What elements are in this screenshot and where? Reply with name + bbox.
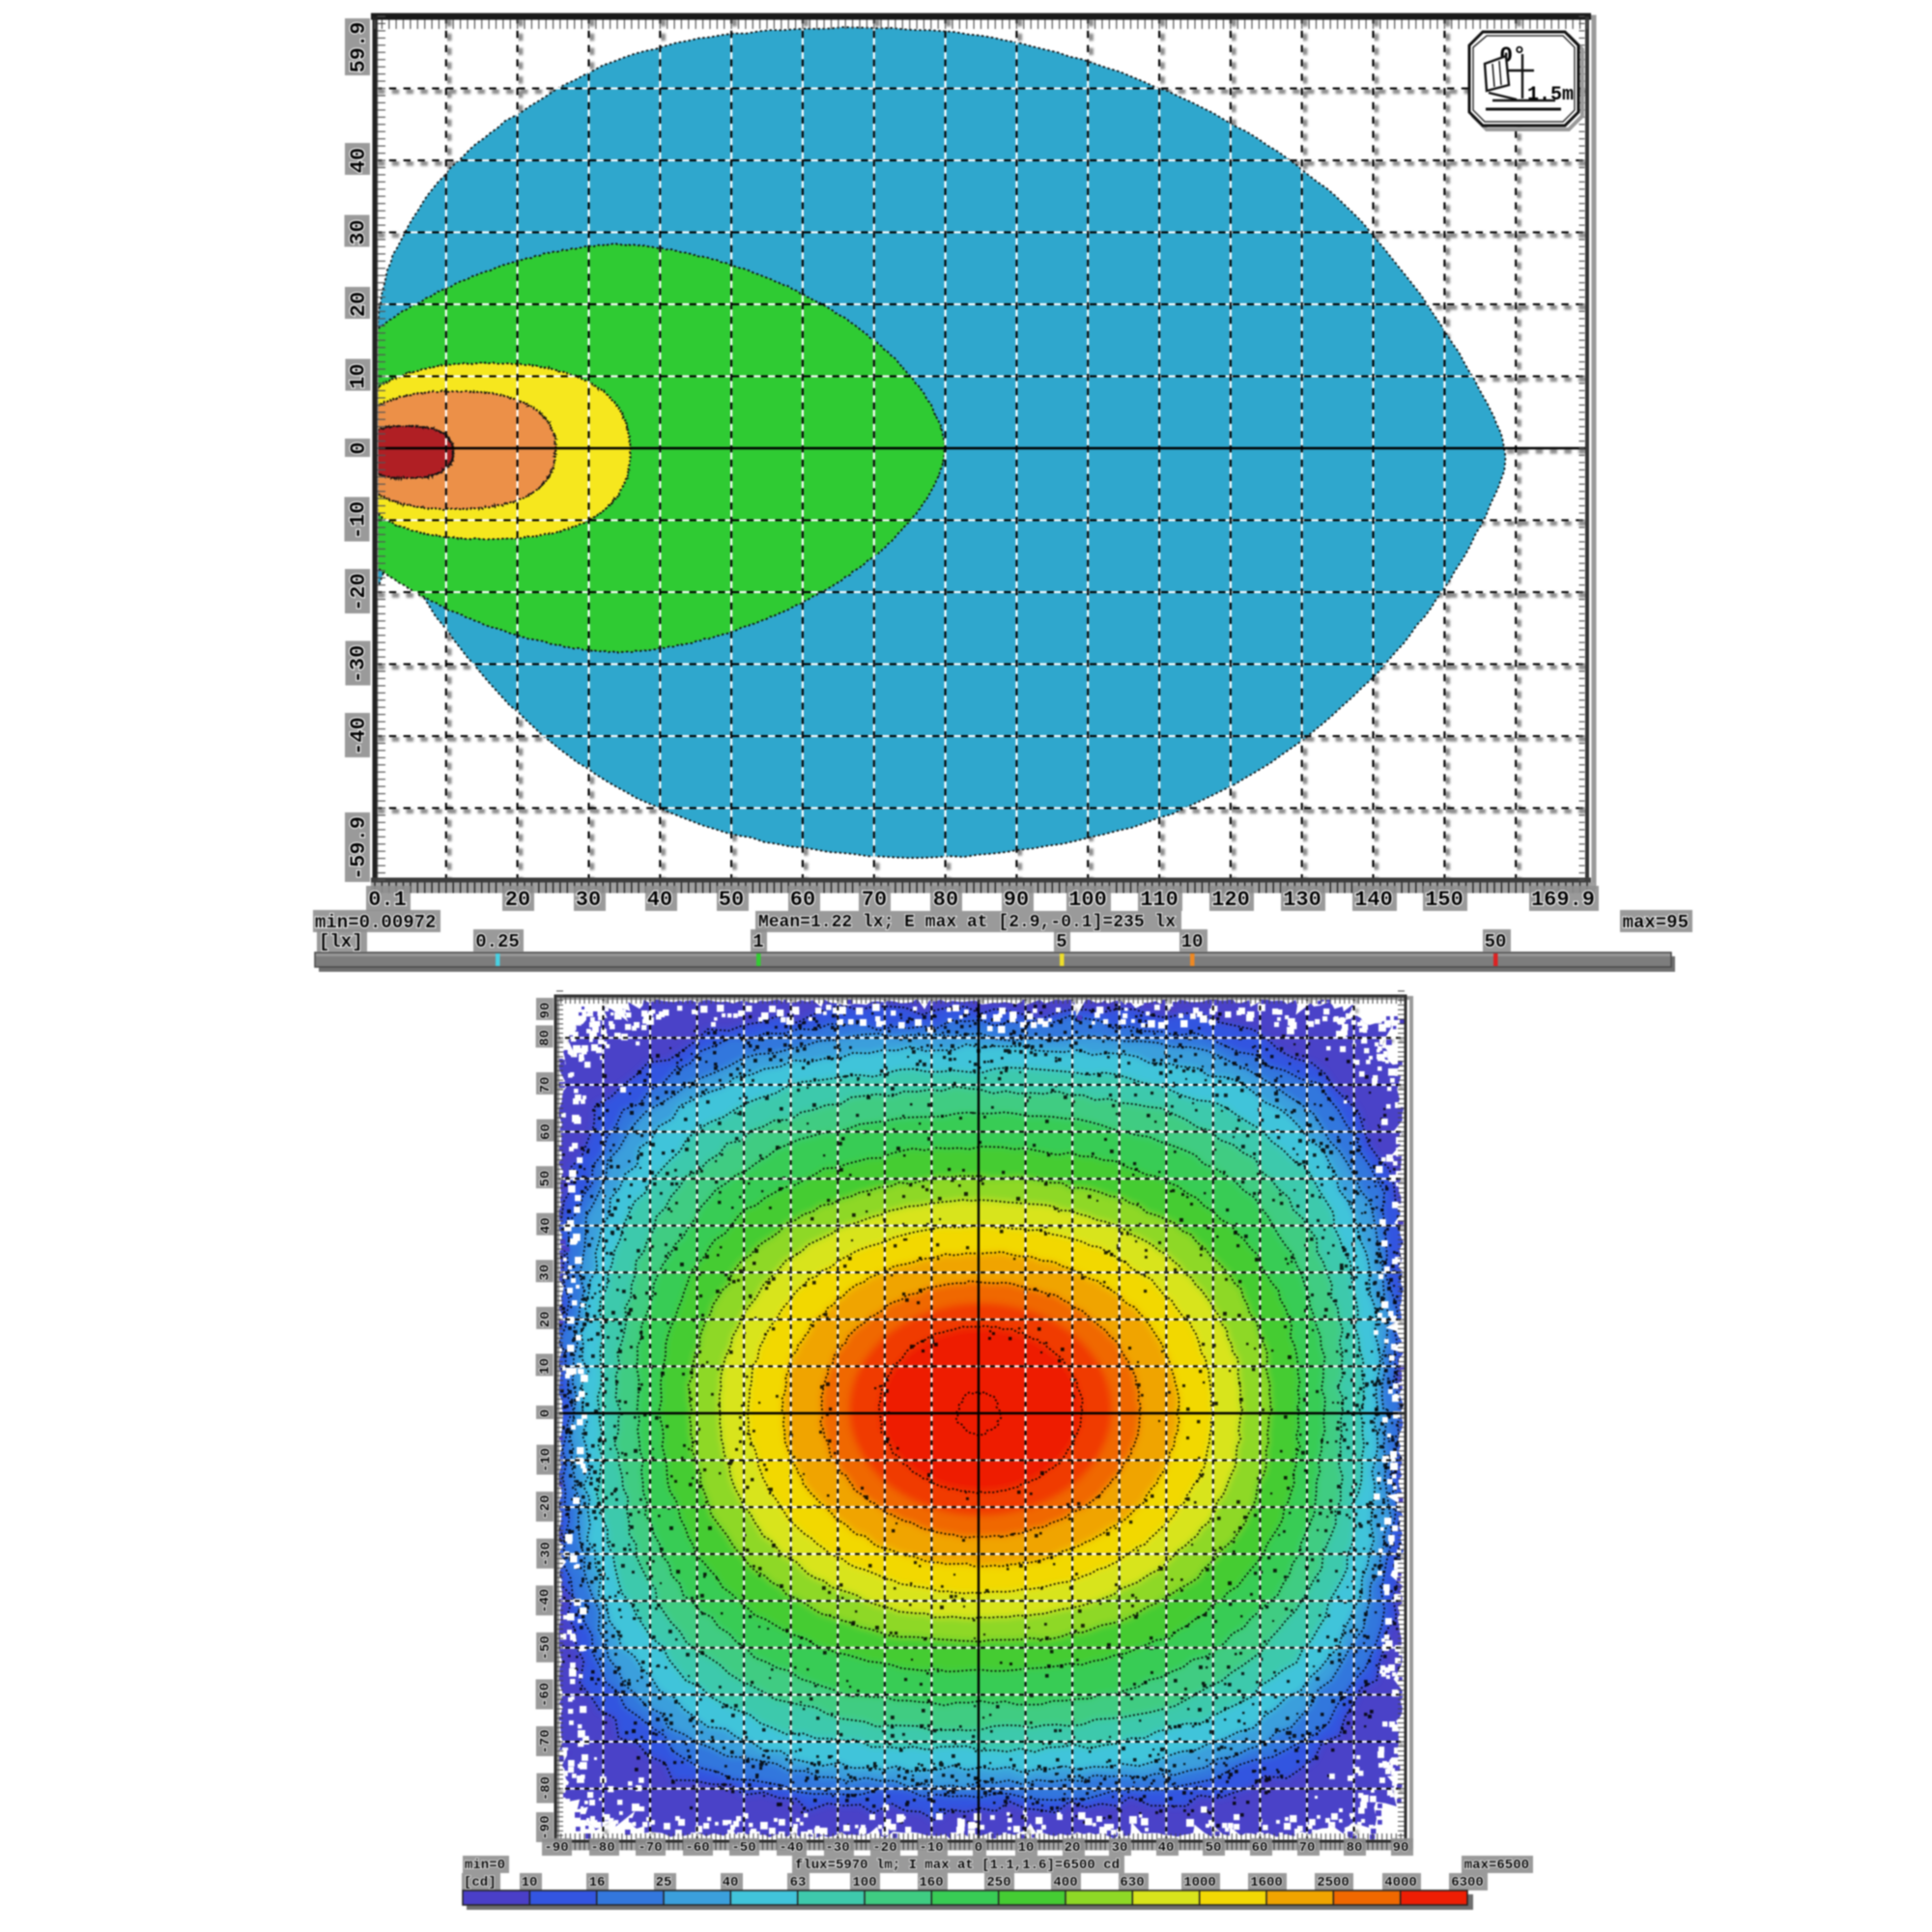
svg-text:20: 20 <box>505 888 530 912</box>
svg-text:max=6500: max=6500 <box>1464 1858 1529 1873</box>
svg-text:-80: -80 <box>538 1776 554 1801</box>
svg-text:30: 30 <box>538 1264 554 1281</box>
svg-text:-50: -50 <box>538 1635 554 1660</box>
svg-text:90: 90 <box>1004 888 1029 912</box>
svg-text:50: 50 <box>1485 931 1507 952</box>
svg-text:120: 120 <box>1211 888 1250 912</box>
svg-text:40: 40 <box>723 1875 739 1890</box>
svg-text:0: 0 <box>975 1840 982 1856</box>
svg-text:-90: -90 <box>544 1840 568 1856</box>
svg-text:-50: -50 <box>731 1840 755 1856</box>
svg-text:20: 20 <box>347 292 371 317</box>
svg-text:25: 25 <box>656 1875 672 1890</box>
svg-text:250: 250 <box>986 1875 1010 1890</box>
svg-text:80: 80 <box>933 888 958 912</box>
svg-text:30: 30 <box>1112 1840 1128 1856</box>
svg-text:60: 60 <box>790 888 815 912</box>
svg-text:0: 0 <box>538 1409 554 1417</box>
svg-text:0.1: 0.1 <box>368 888 407 912</box>
svg-text:-20: -20 <box>538 1495 554 1520</box>
svg-text:160: 160 <box>919 1875 943 1890</box>
svg-text:169.9: 169.9 <box>1531 888 1595 912</box>
svg-text:80: 80 <box>538 1030 554 1046</box>
svg-text:90: 90 <box>538 1003 554 1019</box>
svg-text:-70: -70 <box>638 1840 662 1856</box>
svg-text:[cd]: [cd] <box>464 1875 497 1890</box>
svg-text:80: 80 <box>1347 1840 1363 1856</box>
svg-text:63: 63 <box>790 1875 807 1890</box>
svg-text:flux=5970 lm; I max at [1.1,1.: flux=5970 lm; I max at [1.1,1.6]=6500 cd <box>795 1858 1120 1873</box>
svg-text:30: 30 <box>576 888 601 912</box>
svg-text:-70: -70 <box>538 1729 554 1753</box>
svg-text:-10: -10 <box>347 501 371 540</box>
svg-text:50: 50 <box>538 1171 554 1187</box>
svg-text:-30: -30 <box>538 1542 554 1566</box>
svg-text:-20: -20 <box>347 573 371 611</box>
svg-text:-10: -10 <box>919 1840 943 1856</box>
svg-text:-40: -40 <box>779 1840 803 1856</box>
svg-text:40: 40 <box>1158 1840 1175 1856</box>
svg-text:-10: -10 <box>538 1448 554 1472</box>
svg-text:0.25: 0.25 <box>475 931 520 952</box>
svg-text:40: 40 <box>647 888 672 912</box>
svg-text:70: 70 <box>538 1077 554 1094</box>
svg-text:100: 100 <box>1068 888 1107 912</box>
svg-text:10: 10 <box>522 1875 538 1890</box>
svg-text:-90: -90 <box>538 1815 554 1839</box>
svg-text:150: 150 <box>1425 888 1463 912</box>
svg-text:max=95: max=95 <box>1623 912 1689 933</box>
svg-text:-30: -30 <box>825 1840 849 1856</box>
svg-text:10: 10 <box>538 1358 554 1375</box>
svg-text:1: 1 <box>753 931 763 952</box>
svg-text:-59.9: -59.9 <box>347 816 371 880</box>
svg-text:-60: -60 <box>538 1683 554 1707</box>
svg-text:100: 100 <box>852 1875 876 1890</box>
svg-text:70: 70 <box>862 888 887 912</box>
svg-text:50: 50 <box>1206 1840 1222 1856</box>
svg-text:[lx]: [lx] <box>319 931 363 952</box>
svg-text:-40: -40 <box>538 1589 554 1613</box>
svg-text:min=0: min=0 <box>465 1858 505 1873</box>
svg-text:10: 10 <box>1018 1840 1035 1856</box>
svg-text:30: 30 <box>347 219 371 244</box>
svg-text:20: 20 <box>538 1311 554 1327</box>
svg-text:40: 40 <box>538 1217 554 1234</box>
svg-text:Mean=1.22 lx; E max at [2.9,-0: Mean=1.22 lx; E max at [2.9,-0.1]=235 lx <box>758 913 1176 932</box>
svg-text:-40: -40 <box>347 717 371 755</box>
svg-text:5: 5 <box>1056 931 1066 952</box>
svg-text:59.9: 59.9 <box>347 22 371 73</box>
svg-text:min=0.00972: min=0.00972 <box>315 912 436 933</box>
svg-text:50: 50 <box>719 888 744 912</box>
svg-text:-20: -20 <box>872 1840 896 1856</box>
svg-text:10: 10 <box>1181 931 1204 952</box>
svg-text:-30: -30 <box>347 645 371 684</box>
svg-text:70: 70 <box>1299 1840 1316 1856</box>
svg-text:130: 130 <box>1283 888 1321 912</box>
svg-text:-80: -80 <box>590 1840 614 1856</box>
svg-text:-60: -60 <box>685 1840 709 1856</box>
svg-text:60: 60 <box>1252 1840 1268 1856</box>
svg-text:60: 60 <box>538 1123 554 1140</box>
svg-text:10: 10 <box>347 363 371 388</box>
svg-text:140: 140 <box>1354 888 1393 912</box>
svg-text:110: 110 <box>1140 888 1179 912</box>
svg-text:40: 40 <box>347 148 371 173</box>
svg-text:20: 20 <box>1065 1840 1081 1856</box>
svg-text:90: 90 <box>1393 1840 1409 1856</box>
svg-text:16: 16 <box>589 1875 606 1890</box>
svg-text:0: 0 <box>347 441 371 454</box>
svg-text:1.5m: 1.5m <box>1527 84 1574 106</box>
